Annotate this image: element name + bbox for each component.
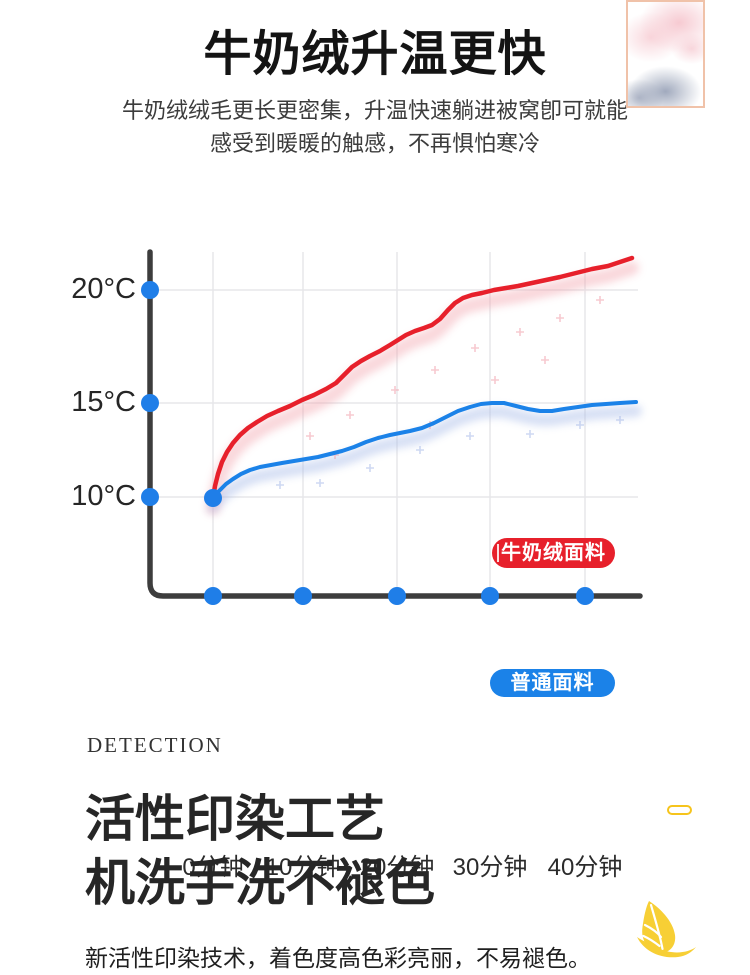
plus-texture-red: [306, 296, 604, 459]
milk-velvet-line: [210, 255, 635, 501]
legend-label-plain-fabric: 普通面料: [510, 672, 595, 694]
detection-heading-line2: 机洗手洗不褪色: [85, 855, 435, 911]
section-title: 牛奶绒升温更快: [203, 28, 547, 81]
legend-label-milk-velvet: 牛奶绒面料: [501, 542, 606, 564]
section-subtitle-line2: 感受到暖暖的触感，不再惧怕寒冷: [209, 131, 540, 156]
legend-badge-milk-velvet: 牛奶绒面料: [492, 538, 615, 568]
x-tick-30min: 30分钟: [452, 854, 528, 881]
x-tick-0min: 0分钟: [182, 854, 244, 881]
legend-badge-plain-fabric: 普通面料: [490, 669, 615, 697]
axis-tick-dots: [141, 281, 594, 605]
pill-outline-decoration: [667, 805, 692, 815]
x-tick-20min: 20分钟: [359, 854, 435, 881]
y-tick-15c: 15°C: [71, 386, 136, 418]
leaf-icon: [637, 901, 696, 958]
series-start-dot: [204, 489, 222, 507]
x-tick-10min: 10分钟: [265, 854, 341, 881]
axis-lines: [147, 249, 643, 599]
section-subtitle-line1: 牛奶绒绒毛更长更密集，升温快速躺进被窝卽可就能: [121, 98, 628, 123]
grid-lines: [150, 252, 638, 596]
badge-highlight: [497, 544, 499, 562]
detection-eyebrow: DETECTION: [87, 733, 223, 757]
watercolor-artwork: [626, 0, 705, 108]
detection-body: 新活性印染技术，着色度高色彩亮丽，不易褪色。: [85, 945, 591, 971]
y-tick-20c: 20°C: [71, 273, 136, 305]
plain-fabric-line: [211, 400, 638, 500]
detection-heading-line1: 活性印染工艺: [85, 791, 385, 847]
temperature-rise-chart: [141, 249, 643, 605]
y-tick-10c: 10°C: [71, 480, 136, 512]
plus-texture-blue: [276, 416, 624, 489]
detection-heading: 活性印染工艺 机洗手洗不褪色: [85, 787, 435, 915]
plain-fabric-glow: [207, 405, 642, 513]
x-tick-40min: 40分钟: [547, 854, 623, 881]
milk-velvet-glow: [206, 261, 639, 515]
